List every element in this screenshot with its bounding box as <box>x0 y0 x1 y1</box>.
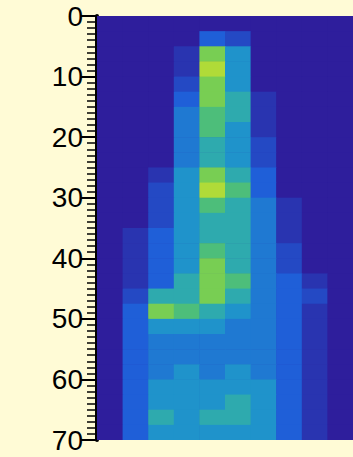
svg-text:70: 70 <box>52 425 83 456</box>
svg-text:50: 50 <box>52 303 83 334</box>
svg-text:10: 10 <box>52 61 83 92</box>
svg-text:0: 0 <box>67 1 83 32</box>
svg-text:40: 40 <box>52 243 83 274</box>
svg-text:20: 20 <box>52 122 83 153</box>
svg-text:30: 30 <box>52 182 83 213</box>
svg-text:60: 60 <box>52 364 83 395</box>
